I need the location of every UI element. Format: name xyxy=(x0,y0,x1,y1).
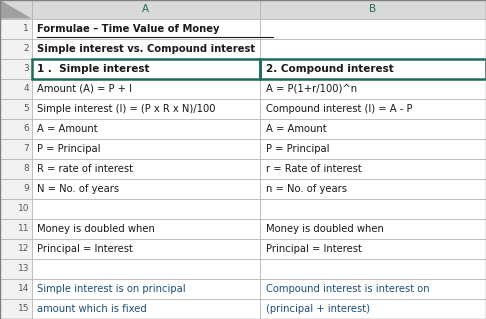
Bar xyxy=(260,159,486,179)
Bar xyxy=(260,199,486,219)
Bar xyxy=(0,139,32,159)
Text: 15: 15 xyxy=(17,304,29,314)
Bar xyxy=(32,199,260,219)
Bar xyxy=(0,0,32,19)
Bar xyxy=(32,179,260,199)
Bar xyxy=(0,78,32,99)
Text: Compound interest is interest on: Compound interest is interest on xyxy=(266,284,430,294)
Text: 11: 11 xyxy=(17,224,29,234)
Text: 2: 2 xyxy=(23,44,29,53)
Bar xyxy=(32,159,260,179)
Bar xyxy=(32,99,260,119)
Text: Principal = Interest: Principal = Interest xyxy=(37,244,133,254)
Bar xyxy=(0,259,32,279)
Bar xyxy=(32,139,260,159)
Text: A: A xyxy=(142,4,149,14)
Bar xyxy=(0,19,32,39)
Text: Money is doubled when: Money is doubled when xyxy=(37,224,156,234)
Text: 8: 8 xyxy=(23,164,29,173)
Text: (principal + interest): (principal + interest) xyxy=(266,304,370,314)
Bar xyxy=(0,99,32,119)
Text: 4: 4 xyxy=(23,84,29,93)
Bar xyxy=(260,279,486,299)
Bar xyxy=(32,59,260,78)
Text: Amount (A) = P + I: Amount (A) = P + I xyxy=(37,84,132,93)
Text: amount which is fixed: amount which is fixed xyxy=(37,304,147,314)
Text: 12: 12 xyxy=(18,244,29,253)
Bar xyxy=(260,179,486,199)
Bar xyxy=(260,239,486,259)
Text: 9: 9 xyxy=(23,184,29,193)
Bar xyxy=(0,159,32,179)
Bar xyxy=(32,279,260,299)
Text: r = Rate of interest: r = Rate of interest xyxy=(266,164,362,174)
Bar xyxy=(0,119,32,139)
Text: A = Amount: A = Amount xyxy=(37,124,98,134)
Bar xyxy=(32,119,260,139)
Bar xyxy=(0,219,32,239)
Text: 2. Compound interest: 2. Compound interest xyxy=(266,63,394,74)
Bar xyxy=(260,59,486,78)
Bar xyxy=(260,19,486,39)
Text: A = Amount: A = Amount xyxy=(266,124,327,134)
Bar xyxy=(0,39,32,59)
Text: 5: 5 xyxy=(23,104,29,113)
Bar xyxy=(0,299,32,319)
Bar xyxy=(32,219,260,239)
Text: 10: 10 xyxy=(17,204,29,213)
Bar xyxy=(32,39,260,59)
Bar xyxy=(0,179,32,199)
Bar xyxy=(0,59,32,78)
Text: 3: 3 xyxy=(23,64,29,73)
Text: 6: 6 xyxy=(23,124,29,133)
Bar xyxy=(32,299,260,319)
Text: A = P(1+r/100)^n: A = P(1+r/100)^n xyxy=(266,84,357,93)
Bar xyxy=(32,78,260,99)
Text: Simple interest (I) = (P x R x N)/100: Simple interest (I) = (P x R x N)/100 xyxy=(37,104,216,114)
Bar xyxy=(260,119,486,139)
Bar xyxy=(260,219,486,239)
Bar xyxy=(260,299,486,319)
Text: Simple interest vs. Compound interest: Simple interest vs. Compound interest xyxy=(37,44,256,54)
Text: n = No. of years: n = No. of years xyxy=(266,184,347,194)
Text: Compound interest (I) = A - P: Compound interest (I) = A - P xyxy=(266,104,412,114)
Bar xyxy=(32,239,260,259)
Text: P = Principal: P = Principal xyxy=(266,144,330,154)
Bar xyxy=(32,259,260,279)
Bar xyxy=(0,279,32,299)
Text: Simple interest is on principal: Simple interest is on principal xyxy=(37,284,186,294)
Text: Formulae – Time Value of Money: Formulae – Time Value of Money xyxy=(37,24,220,33)
Text: 13: 13 xyxy=(17,264,29,273)
Text: 7: 7 xyxy=(23,144,29,153)
Bar xyxy=(0,199,32,219)
Text: N = No. of years: N = No. of years xyxy=(37,184,120,194)
Bar xyxy=(32,19,260,39)
Bar xyxy=(32,0,260,19)
Bar xyxy=(260,99,486,119)
Text: 1 .  Simple interest: 1 . Simple interest xyxy=(37,63,150,74)
Bar xyxy=(260,39,486,59)
Text: B: B xyxy=(369,4,377,14)
Bar xyxy=(260,0,486,19)
Text: 1: 1 xyxy=(23,24,29,33)
Bar xyxy=(260,259,486,279)
Text: 14: 14 xyxy=(18,285,29,293)
Text: P = Principal: P = Principal xyxy=(37,144,101,154)
Bar xyxy=(260,78,486,99)
Text: Money is doubled when: Money is doubled when xyxy=(266,224,384,234)
Bar xyxy=(0,239,32,259)
Polygon shape xyxy=(0,0,32,19)
Text: R = rate of interest: R = rate of interest xyxy=(37,164,134,174)
Bar xyxy=(260,59,486,78)
Bar xyxy=(32,59,260,78)
Bar xyxy=(260,139,486,159)
Text: Principal = Interest: Principal = Interest xyxy=(266,244,362,254)
